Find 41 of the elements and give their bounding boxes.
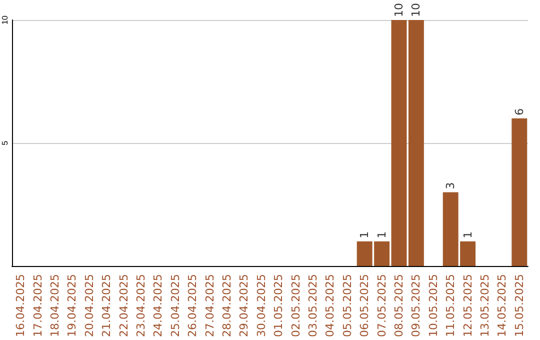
x-tick-label: 15.05.2025 xyxy=(512,274,526,338)
x-tick-label: 18.04.2025 xyxy=(48,274,62,338)
x-tick-label: 13.05.2025 xyxy=(478,274,492,338)
x-tick-label: 17.04.2025 xyxy=(31,274,44,338)
data-label: 1 xyxy=(461,231,474,238)
x-tick-label: 16.04.2025 xyxy=(14,274,28,338)
x-tick-label: 03.05.2025 xyxy=(306,274,320,338)
x-tick-label: 09.05.2025 xyxy=(410,274,423,338)
bar xyxy=(512,118,528,266)
x-tick-label: 20.04.2025 xyxy=(82,274,96,338)
x-tick-label: 30.04.2025 xyxy=(254,274,268,338)
x-tick-label: 04.05.2025 xyxy=(324,274,337,338)
x-tick-label: 14.05.2025 xyxy=(496,274,509,338)
x-tick-label: 24.04.2025 xyxy=(152,274,165,338)
data-label: 1 xyxy=(358,231,372,238)
data-label: 10 xyxy=(392,3,406,17)
data-label: 1 xyxy=(375,231,388,238)
bar xyxy=(408,20,424,266)
y-tick-label: 5 xyxy=(0,140,10,146)
x-tick-label: 27.04.2025 xyxy=(203,274,216,338)
x-tick-label: 29.04.2025 xyxy=(238,274,251,338)
x-tick-label: 08.05.2025 xyxy=(392,274,406,338)
x-tick-label: 22.04.2025 xyxy=(117,274,130,338)
x-tick-label: 11.05.2025 xyxy=(444,274,458,338)
data-label: 6 xyxy=(512,108,526,116)
x-tick-label: 10.05.2025 xyxy=(426,274,440,338)
x-tick-label: 25.04.2025 xyxy=(168,274,182,338)
data-label: 3 xyxy=(444,182,458,190)
x-tick-label: 28.04.2025 xyxy=(220,274,234,338)
x-tick-label: 01.05.2025 xyxy=(272,274,286,338)
x-tick-label: 12.05.2025 xyxy=(461,274,474,338)
x-tick-label: 21.04.2025 xyxy=(100,274,114,338)
data-label: 10 xyxy=(410,3,423,17)
x-tick-label: 02.05.2025 xyxy=(289,274,302,338)
x-tick-label: 07.05.2025 xyxy=(375,274,388,338)
x-tick-label: 19.04.2025 xyxy=(66,274,79,338)
x-tick-label: 06.05.2025 xyxy=(358,274,372,338)
bar xyxy=(391,20,407,266)
x-tick-label: 23.04.2025 xyxy=(134,274,148,338)
x-tick-label: 26.04.2025 xyxy=(186,274,200,338)
x-tick-label: 05.05.2025 xyxy=(340,274,354,338)
